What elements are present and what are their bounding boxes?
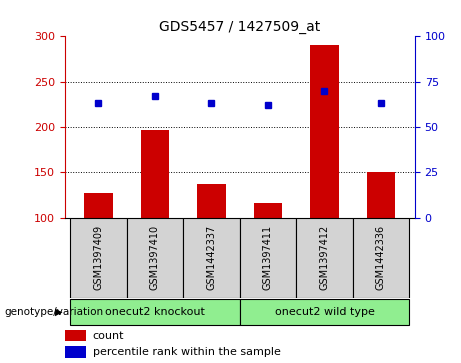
Bar [254, 203, 282, 218]
Text: GSM1397412: GSM1397412 [319, 225, 330, 290]
Bar [240, 299, 409, 325]
Bar [70, 218, 127, 298]
Text: percentile rank within the sample: percentile rank within the sample [93, 347, 280, 357]
Text: genotype/variation: genotype/variation [5, 307, 104, 317]
Text: GSM1397410: GSM1397410 [150, 225, 160, 290]
Bar [127, 218, 183, 298]
Bar [353, 218, 409, 298]
Bar [70, 299, 240, 325]
Bar [141, 130, 169, 218]
Bar [65, 330, 86, 341]
Text: GSM1397411: GSM1397411 [263, 225, 273, 290]
Bar [310, 45, 339, 218]
Text: onecut2 wild type: onecut2 wild type [275, 307, 374, 317]
Bar [197, 184, 225, 218]
Bar [240, 218, 296, 298]
Text: onecut2 knockout: onecut2 knockout [105, 307, 205, 317]
Bar [183, 218, 240, 298]
Title: GDS5457 / 1427509_at: GDS5457 / 1427509_at [159, 20, 320, 34]
Bar [367, 172, 395, 218]
Text: GSM1397409: GSM1397409 [94, 225, 103, 290]
Text: count: count [93, 331, 124, 341]
Text: ▶: ▶ [55, 307, 63, 317]
Bar [296, 218, 353, 298]
Text: GSM1442337: GSM1442337 [207, 225, 217, 290]
Text: GSM1442336: GSM1442336 [376, 225, 386, 290]
Bar [65, 346, 86, 358]
Bar [84, 193, 112, 218]
